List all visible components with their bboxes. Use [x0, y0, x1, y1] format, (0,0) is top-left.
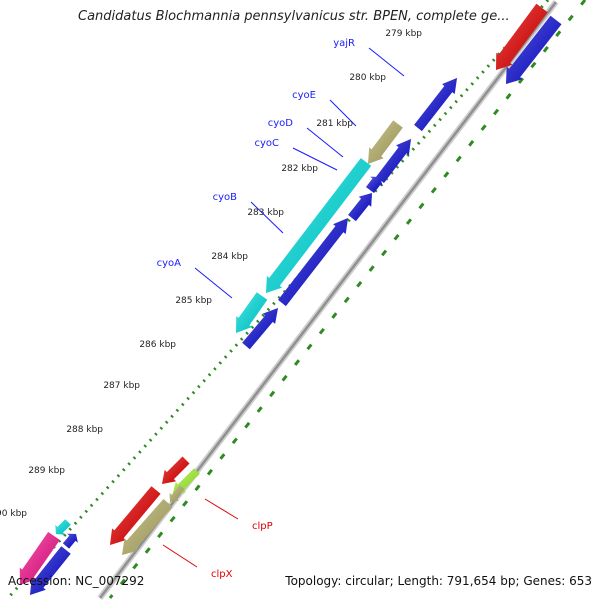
tick-label: 285 kbp — [175, 296, 212, 306]
tick-label: 286 kbp — [139, 340, 176, 350]
gene-feature-shade — [348, 193, 372, 222]
tick-label: 290 kbp — [0, 509, 27, 519]
tick-label: 283 kbp — [247, 208, 284, 218]
label-leader-line — [250, 201, 284, 234]
gene-feature-shade — [236, 292, 268, 333]
gene-feature-shade — [162, 456, 190, 484]
map-title: Candidatus Blochmannia pennsylvanicus st… — [78, 9, 510, 24]
gene-label: cyoB — [213, 192, 238, 203]
label-leader-line — [162, 544, 198, 568]
tick-label: 284 kbp — [211, 252, 248, 262]
tick-label: 287 kbp — [103, 381, 140, 391]
gene-feature-shade — [506, 15, 562, 85]
gene-feature-shade — [62, 533, 78, 549]
tick-label: 282 kbp — [281, 164, 318, 174]
gene-feature-shade — [242, 308, 278, 350]
label-leader-line — [306, 127, 344, 158]
gene-feature-shade — [30, 546, 71, 595]
gene-feature-shade — [55, 519, 71, 535]
gene-feature-shade — [496, 3, 548, 70]
gene-label: yajR — [333, 38, 355, 49]
tick-label: 288 kbp — [66, 425, 103, 435]
tick-label: 280 kbp — [349, 73, 386, 83]
gene-feature-shade — [169, 485, 185, 502]
gene-label: cyoE — [292, 90, 316, 101]
label-leader-line — [368, 47, 405, 77]
gene-feature-shade — [414, 78, 457, 132]
label-leaders — [162, 47, 405, 568]
feature-track — [19, 3, 562, 595]
gene-feature-shade — [19, 532, 60, 585]
gene-label: cyoA — [157, 258, 182, 269]
tick-ruler-outer — [6, 0, 550, 600]
gene-feature-shade — [368, 120, 403, 164]
gene-feature-shade — [266, 158, 372, 293]
tick-label: 281 kbp — [316, 119, 353, 129]
gene-label-group: yajR cyoE cyoD cyoC cyoB cyoA clpP clpX — [157, 38, 355, 580]
topology-summary: Topology: circular; Length: 791,654 bp; … — [285, 574, 592, 588]
accession-text: Accession: NC_007292 — [8, 574, 145, 588]
tick-label: 279 kbp — [385, 29, 422, 39]
gene-label: cyoD — [268, 118, 294, 129]
label-leader-line — [292, 147, 338, 171]
tick-label: 289 kbp — [28, 466, 65, 476]
gene-feature-shade — [376, 139, 411, 183]
label-leader-line — [204, 498, 239, 520]
label-leader-line — [194, 267, 233, 299]
gene-feature-shade — [278, 218, 348, 307]
gene-label: cyoC — [254, 138, 279, 149]
gene-feature-shade — [366, 176, 383, 193]
gene-label: clpX — [211, 569, 233, 580]
label-leader-line — [329, 99, 357, 127]
tick-label-group: 279 kbp 280 kbp 281 kbp 282 kbp 283 kbp 284 k… — [0, 29, 422, 519]
gene-feature-shade — [110, 486, 161, 545]
tick-ruler-inner — [108, 0, 587, 599]
gene-label: clpP — [252, 521, 273, 532]
gene-feature-shade — [122, 499, 173, 555]
